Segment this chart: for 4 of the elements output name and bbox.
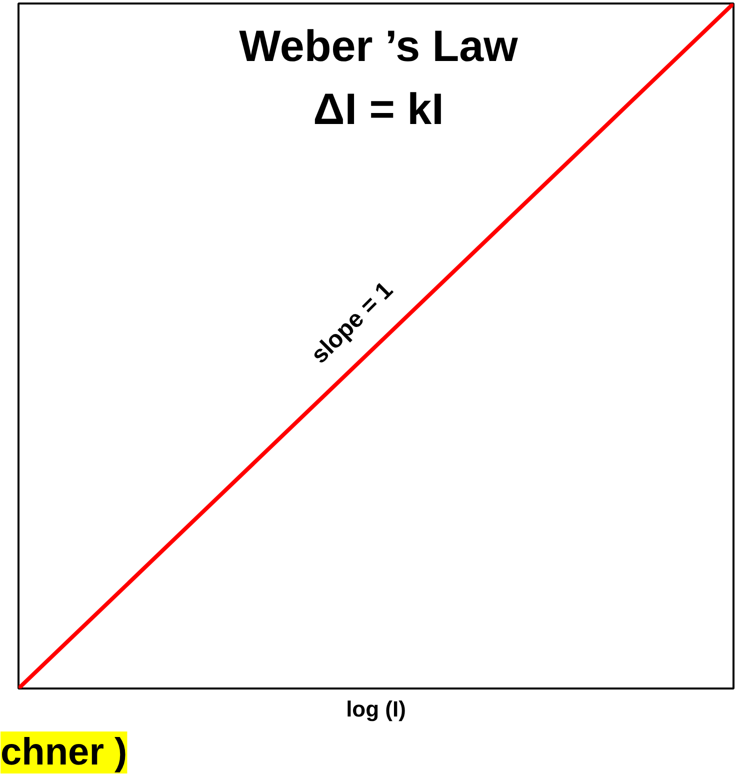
text: chner ) — [0, 732, 128, 774]
text: ΔI = kI — [313, 85, 444, 134]
chart-title: Weber ’s Law — [239, 22, 519, 71]
x-axis-title: log (I) — [346, 696, 406, 722]
